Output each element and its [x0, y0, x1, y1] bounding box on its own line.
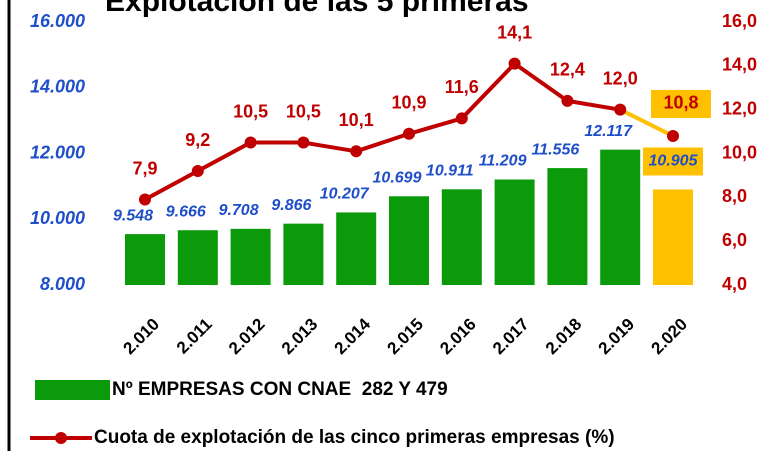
line-segment: [196, 140, 252, 173]
legend-label: Cuota de explotación de las cinco primer…: [94, 427, 615, 448]
line-segment: [460, 62, 517, 120]
line-value-label: 11,6: [445, 77, 479, 97]
line-value-label-box: [651, 89, 711, 118]
bar: [441, 189, 482, 285]
line-value-label: 10,1: [339, 110, 374, 130]
bar-value-label-box: [643, 147, 703, 176]
line-value-label: 14,1: [497, 22, 532, 42]
line-segment: [567, 98, 621, 112]
y2-tick-label: 4,0: [722, 274, 747, 294]
line-value-label: 10,5: [233, 101, 268, 121]
line-marker: [191, 165, 204, 178]
bar: [547, 168, 588, 285]
line-marker: [244, 136, 257, 149]
y2-tick-label: 6,0: [722, 230, 747, 250]
bar-value-label: 9.866: [271, 197, 311, 214]
y2-tick-label: 10,0: [722, 142, 757, 162]
line-marker: [561, 94, 574, 107]
y-tick-label: 10.000: [30, 208, 85, 228]
line-segment: [619, 107, 674, 138]
line-marker: [403, 127, 415, 140]
y2-tick-label: 16,0: [722, 11, 757, 31]
bar: [125, 234, 165, 285]
line-value-label: 9,2: [185, 130, 210, 150]
line-value-label: 12,4: [550, 60, 585, 80]
y-tick-label: 12.000: [30, 142, 85, 162]
y2-tick-label: 14,0: [722, 55, 757, 75]
bar: [283, 223, 324, 285]
bar: [494, 179, 535, 285]
line-marker: [297, 136, 310, 149]
line-value-label: 7,9: [132, 158, 157, 178]
y-tick-label: 14.000: [30, 77, 85, 97]
line-marker: [350, 145, 363, 158]
bar-value-label: 10.207: [320, 186, 370, 203]
line-segment: [303, 140, 357, 154]
y-tick-label: 8.000: [40, 274, 85, 294]
line-segment: [355, 131, 410, 154]
line-value-label: 10,9: [391, 93, 426, 113]
line-value-label: 10,5: [286, 101, 321, 121]
bar-value-label: 9.708: [219, 202, 259, 219]
legend-swatch: [35, 380, 110, 400]
legend-label: Nº EMPRESAS CON CNAE 282 Y 479: [112, 379, 448, 400]
line-value-label: 12,0: [603, 68, 638, 88]
line-segment: [144, 169, 199, 202]
line-marker: [508, 57, 521, 70]
bar-value-label: 10.911: [426, 163, 474, 180]
bar: [336, 212, 377, 285]
bar-value-label: 10.905: [649, 153, 699, 170]
line-marker: [455, 112, 468, 125]
y2-tick-label: 8,0: [722, 186, 747, 206]
chart-title: Explotación de las 5 primeras: [105, 0, 529, 18]
bar: [177, 230, 218, 285]
line-marker: [139, 193, 151, 206]
y2-tick-label: 12,0: [722, 98, 757, 118]
bar-value-label: 12.117: [584, 123, 633, 140]
line-value-label: 10,8: [663, 93, 698, 113]
bar-value-label: 11.209: [479, 153, 527, 170]
legend-marker: [55, 432, 67, 444]
bar-value-label: 11.556: [532, 141, 580, 158]
line-segment: [513, 62, 569, 103]
bar-value-label: 9.666: [166, 203, 206, 220]
line-segment: [408, 116, 463, 136]
bar-value-label: 10.699: [373, 169, 422, 186]
bar-value-label: 9.548: [113, 207, 153, 224]
y-tick-label: 16.000: [30, 11, 85, 31]
line-marker: [614, 103, 627, 116]
bar: [389, 196, 429, 285]
bar: [653, 189, 693, 285]
bar: [600, 149, 641, 285]
line-marker: [667, 129, 679, 142]
bar: [230, 228, 271, 285]
